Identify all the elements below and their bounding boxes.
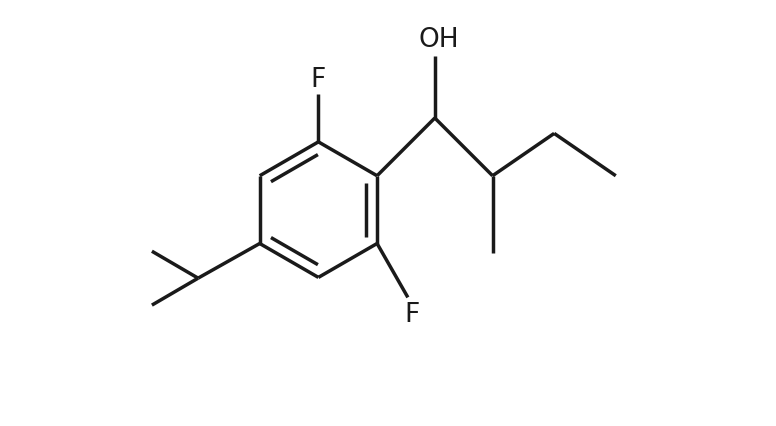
Text: F: F xyxy=(404,302,419,328)
Text: OH: OH xyxy=(418,27,459,53)
Text: F: F xyxy=(310,66,326,92)
